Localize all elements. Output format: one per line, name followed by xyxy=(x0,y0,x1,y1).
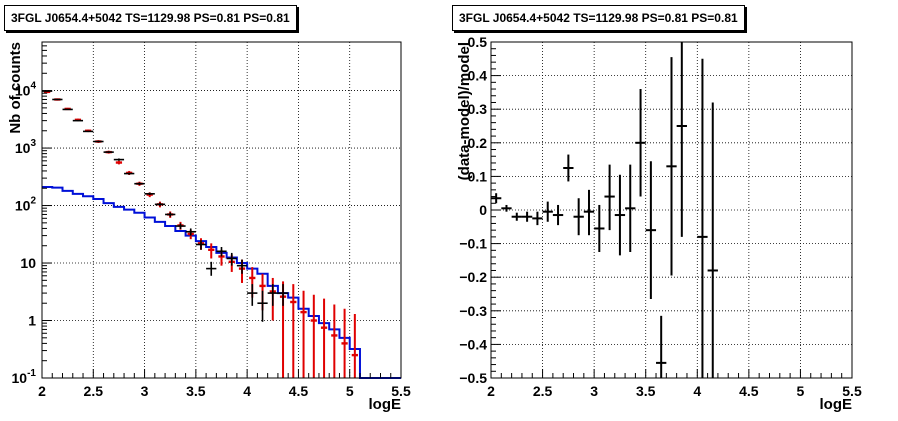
x-tick-label: 5 xyxy=(346,383,354,399)
right-chart-panel: 2 2.5 3 3.5 4 4.5 5 5.5 −0.5 −0.4 −0.3 −0.2 −0.1 0 0.1… xyxy=(449,0,898,421)
x-tick-label: 3 xyxy=(590,383,598,399)
x-axis-label: logE xyxy=(820,396,853,413)
y-tick-label: 0.4 xyxy=(468,68,488,84)
x-tick-label: 5 xyxy=(797,383,805,399)
y-tick-label: 102 xyxy=(15,196,37,214)
x-tick-label: 4.5 xyxy=(289,383,309,399)
x-tick-label: 3.5 xyxy=(636,383,656,399)
y-tick-label: 0.3 xyxy=(468,101,488,117)
left-chart-title: 3FGL J0654.4+5042 TS=1129.98 PS=0.81 PS=… xyxy=(4,5,297,31)
y-tick-label: 103 xyxy=(15,138,37,156)
y-tick-label: −0.5 xyxy=(459,370,487,386)
y-tick-label: 0.1 xyxy=(468,168,488,184)
x-tick-label: 3.5 xyxy=(186,383,206,399)
y-tick-label: −0.1 xyxy=(459,236,487,252)
right-chart-title: 3FGL J0654.4+5042 TS=1129.98 PS=0.81 PS=… xyxy=(452,5,745,31)
y-axis-label: Nb of counts xyxy=(7,42,24,134)
x-tick-label: 2 xyxy=(487,383,495,399)
plot-area xyxy=(42,42,401,378)
y-tick-label: 0.2 xyxy=(468,135,488,151)
plot-frame xyxy=(41,41,402,379)
left-chart-panel: 2 2.5 3 3.5 4 4.5 5 5.5 10-1 1 10 102 103 104 logE Nb o… xyxy=(4,5,411,413)
x-tick-label: 2.5 xyxy=(533,383,553,399)
x-tick-label: 3 xyxy=(141,383,149,399)
x-tick-label: 4 xyxy=(243,383,251,399)
y-tick-label: 0 xyxy=(479,202,487,218)
y-tick-label: 10 xyxy=(20,255,36,271)
y-tick-label: 10-1 xyxy=(12,368,37,386)
y-axis-label: (data-model)/model xyxy=(456,42,473,180)
x-tick-label: 4.5 xyxy=(739,383,759,399)
y-tick-label: 0.5 xyxy=(468,34,488,50)
x-tick-label: 2.5 xyxy=(84,383,104,399)
counts-histogram-chart: 2 2.5 3 3.5 4 4.5 5 5.5 10-1 1 10 102 103 104 logE Nb o… xyxy=(7,41,411,413)
x-axis-label: logE xyxy=(369,396,402,413)
y-tick-label: 104 xyxy=(15,81,37,99)
x-tick-label: 4 xyxy=(693,383,701,399)
residuals-chart: 2 2.5 3 3.5 4 4.5 5 5.5 −0.5 −0.4 −0.3 −0.2 −0.1 0 0.1… xyxy=(456,34,862,413)
y-tick-label: 1 xyxy=(28,313,36,329)
y-tick-label: −0.4 xyxy=(459,336,487,352)
x-tick-label: 5.5 xyxy=(842,383,862,399)
y-tick-label: −0.2 xyxy=(459,269,487,285)
x-tick-label: 5.5 xyxy=(391,383,411,399)
model-histogram-line xyxy=(42,186,401,379)
x-tick-label: 2 xyxy=(38,383,46,399)
y-tick-label: −0.3 xyxy=(459,303,487,319)
